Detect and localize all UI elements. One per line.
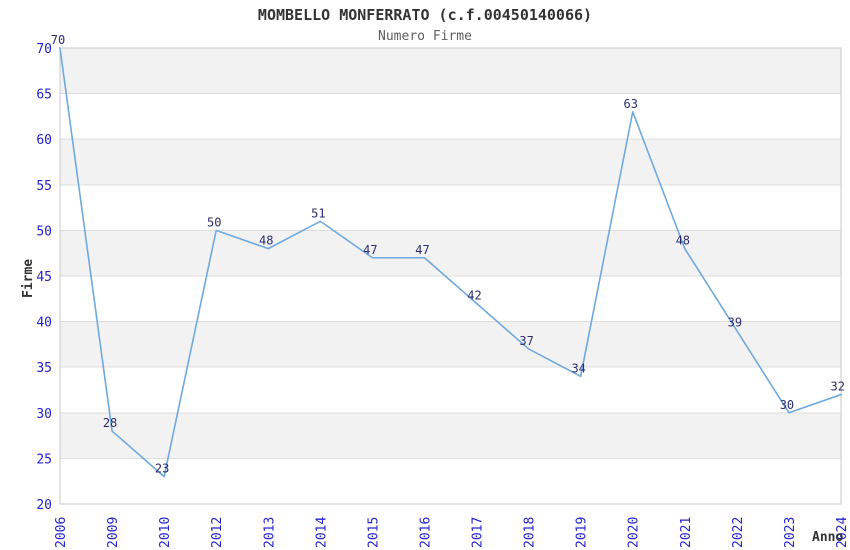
plot-band [60, 367, 841, 413]
series-line [59, 47, 842, 478]
plot-band [60, 48, 841, 94]
data-point-label: 47 [415, 243, 429, 257]
data-point-label: 34 [571, 361, 585, 375]
y-tick-label: 30 [36, 407, 52, 422]
x-tick-label: 2014 [314, 517, 329, 548]
y-axis-title: Firme [21, 259, 36, 298]
data-point-label: 39 [728, 316, 742, 330]
data-point-label: 48 [259, 234, 273, 248]
x-tick-label: 2012 [210, 517, 225, 548]
data-point-label: 48 [676, 234, 690, 248]
y-tick-label: 65 [36, 88, 52, 103]
plot-border-rect [59, 47, 842, 505]
data-point-label: 63 [624, 97, 638, 111]
chart-subtitle: Numero Firme [378, 29, 472, 44]
plot-bands [60, 48, 841, 504]
x-tick-label: 2020 [627, 517, 642, 548]
y-tick-label: 45 [36, 270, 52, 285]
x-axis-title: Anno [812, 530, 843, 545]
x-tick-label: 2009 [106, 517, 121, 548]
y-tick-label: 25 [36, 452, 52, 467]
data-point-label: 51 [311, 206, 325, 220]
axis-ticks: 20 25 30 35 40 45 50 55 60 65 70 2006 2009 2010 2012 20… [36, 42, 850, 548]
data-point-label: 47 [363, 243, 377, 257]
plot-band [60, 139, 841, 185]
plot-band [60, 93, 841, 140]
y-tick-label: 40 [36, 316, 52, 331]
plot-band [60, 230, 841, 276]
x-tick-label: 2013 [262, 517, 277, 548]
data-point-label: 50 [207, 215, 221, 229]
y-tick-label: 20 [36, 498, 52, 513]
chart-title: MOMBELLO MONFERRATO (c.f.00450140066) [258, 6, 592, 24]
data-point-label: 28 [103, 416, 117, 430]
point-labels: 70 28 23 50 48 51 47 47 42 37 34 63 48 39 30 32 [51, 33, 845, 476]
data-point-label: 32 [831, 380, 845, 394]
y-tick-label: 55 [36, 179, 52, 194]
x-tick-label: 2018 [523, 517, 538, 548]
plot-band [60, 412, 841, 459]
x-tick-label: 2024 [835, 517, 850, 548]
data-point-label: 30 [780, 398, 794, 412]
x-tick-label: 2015 [366, 517, 381, 548]
plot-border [59, 47, 842, 505]
data-line [59, 47, 842, 478]
x-tick-label: 2017 [471, 517, 486, 548]
x-tick-label: 2019 [575, 517, 590, 548]
x-tick-label: 2016 [418, 517, 433, 548]
data-point-label: 37 [519, 334, 533, 348]
plot-band [60, 321, 841, 368]
plot-band [60, 184, 841, 231]
x-tick-label: 2023 [783, 517, 798, 548]
x-tick-label: 2021 [679, 517, 694, 548]
y-tick-label: 50 [36, 224, 52, 239]
y-tick-label: 60 [36, 133, 52, 148]
plot-band [60, 276, 841, 322]
y-tick-label: 35 [36, 361, 52, 376]
data-point-label: 70 [51, 33, 65, 47]
x-tick-label: 2010 [158, 517, 173, 548]
plot-band [60, 458, 841, 504]
data-point-label: 23 [155, 462, 169, 476]
data-point-label: 42 [467, 288, 481, 302]
x-tick-label: 2006 [54, 517, 69, 548]
x-tick-label: 2022 [731, 517, 746, 548]
y-tick-label: 70 [36, 42, 52, 57]
